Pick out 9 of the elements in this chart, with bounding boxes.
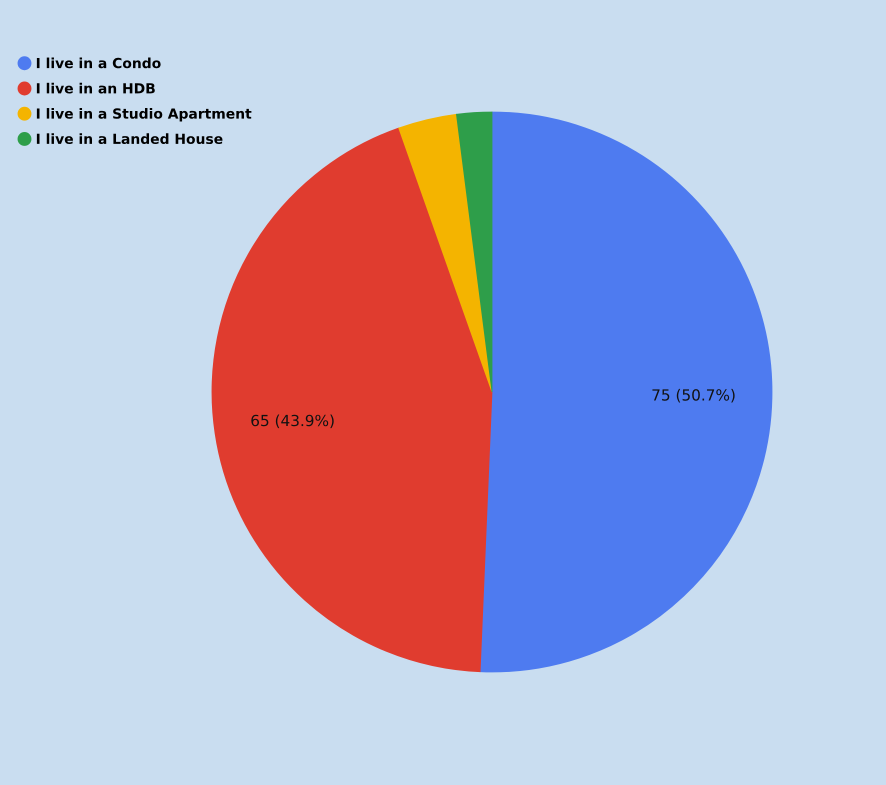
legend-label: I live in a Landed House — [36, 133, 222, 144]
pie-slice — [398, 114, 492, 392]
legend-label: I live in a Studio Apartment — [36, 108, 252, 122]
pie-slice — [456, 112, 492, 392]
pie-slice — [480, 112, 772, 672]
legend-label: I live in an HDB — [36, 82, 155, 94]
data-label: 65 (43.9%) — [251, 414, 334, 428]
legend-label: I live in a Condo — [36, 58, 161, 68]
data-label: 75 (50.7%) — [652, 388, 735, 403]
